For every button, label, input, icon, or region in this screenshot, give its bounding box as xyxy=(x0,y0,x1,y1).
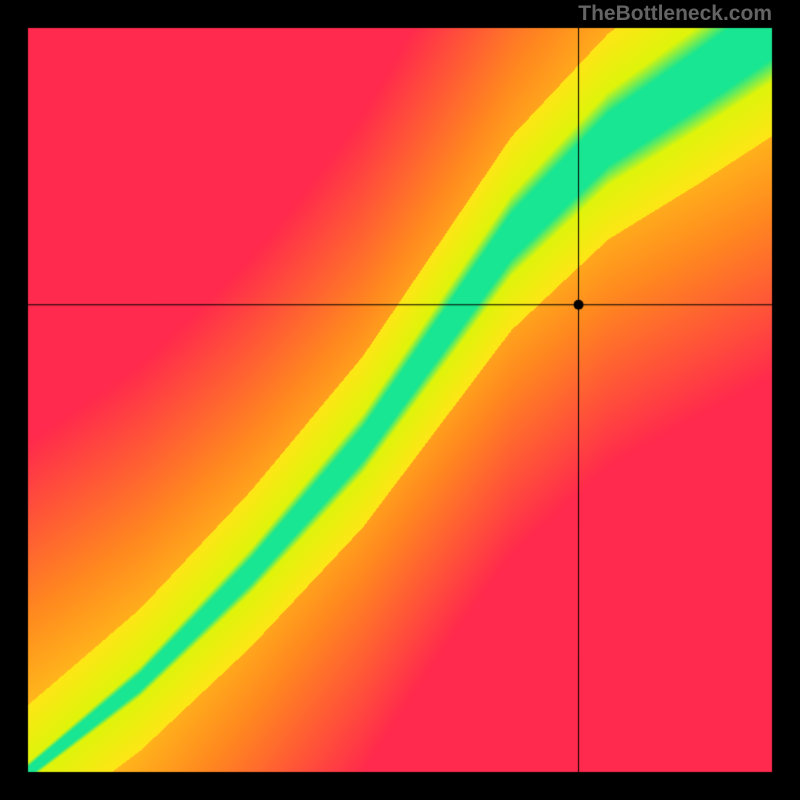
bottleneck-heatmap xyxy=(0,0,800,800)
attribution-text: TheBottleneck.com xyxy=(578,2,772,26)
